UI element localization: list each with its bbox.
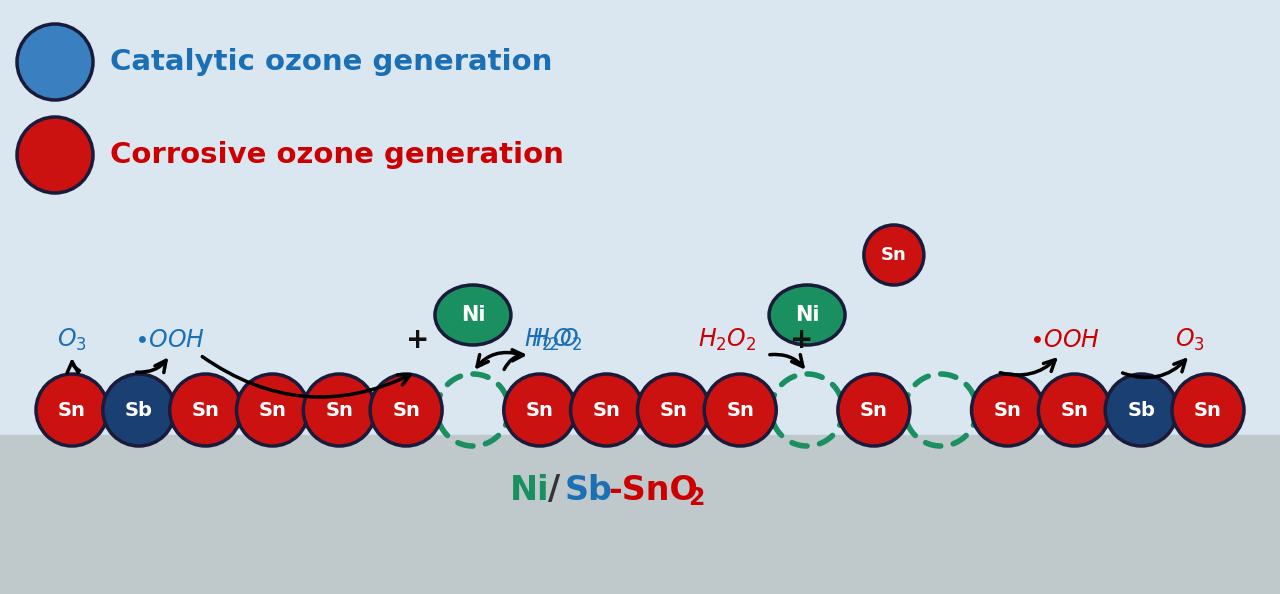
Circle shape [1038, 374, 1110, 446]
Text: $O_3$: $O_3$ [1175, 327, 1204, 353]
Text: $O_3$: $O_3$ [58, 327, 87, 353]
Circle shape [303, 374, 375, 446]
Text: Catalytic ozone generation: Catalytic ozone generation [110, 48, 553, 76]
Text: Ni: Ni [795, 305, 819, 325]
Text: Sn: Sn [1060, 400, 1088, 419]
Text: $H_2O_2$: $H_2O_2$ [524, 327, 582, 353]
Circle shape [1172, 374, 1244, 446]
Text: Sb: Sb [1128, 400, 1155, 419]
Circle shape [370, 374, 442, 446]
Bar [0, 435, 1280, 594]
Text: Sn: Sn [192, 400, 220, 419]
Circle shape [972, 374, 1043, 446]
Text: Ni: Ni [509, 473, 549, 507]
Text: Ni: Ni [461, 305, 485, 325]
Text: Sn: Sn [659, 400, 687, 419]
Text: /: / [548, 473, 561, 507]
Text: Sn: Sn [392, 400, 420, 419]
Circle shape [102, 374, 175, 446]
Text: Sb: Sb [564, 473, 613, 507]
Text: Sn: Sn [1194, 400, 1222, 419]
Circle shape [170, 374, 242, 446]
Text: $\bullet$$OOH$: $\bullet$$OOH$ [1029, 328, 1101, 352]
Ellipse shape [769, 285, 845, 345]
Text: -SnO: -SnO [608, 473, 698, 507]
Text: $H_2O$: $H_2O$ [531, 327, 580, 353]
Circle shape [237, 374, 308, 446]
Circle shape [838, 374, 910, 446]
Text: Sn: Sn [526, 400, 554, 419]
Text: $H_2O_2$: $H_2O_2$ [698, 327, 756, 353]
Text: 2: 2 [689, 486, 704, 510]
Text: Sn: Sn [726, 400, 754, 419]
Text: Sn: Sn [325, 400, 353, 419]
Text: +: + [406, 326, 430, 354]
Ellipse shape [435, 285, 511, 345]
Text: $\bullet$$OOH$: $\bullet$$OOH$ [134, 328, 206, 352]
Text: Sn: Sn [58, 400, 86, 419]
Text: Sn: Sn [993, 400, 1021, 419]
Text: Sn: Sn [881, 246, 906, 264]
Text: +: + [790, 326, 814, 354]
Circle shape [504, 374, 576, 446]
Circle shape [704, 374, 776, 446]
Text: Sb: Sb [125, 400, 152, 419]
Text: Sn: Sn [593, 400, 621, 419]
Circle shape [17, 117, 93, 193]
Circle shape [17, 24, 93, 100]
Circle shape [637, 374, 709, 446]
Circle shape [36, 374, 108, 446]
Text: Corrosive ozone generation: Corrosive ozone generation [110, 141, 564, 169]
Circle shape [864, 225, 924, 285]
Text: Sn: Sn [860, 400, 888, 419]
Circle shape [1105, 374, 1178, 446]
Circle shape [571, 374, 643, 446]
Text: Sn: Sn [259, 400, 287, 419]
